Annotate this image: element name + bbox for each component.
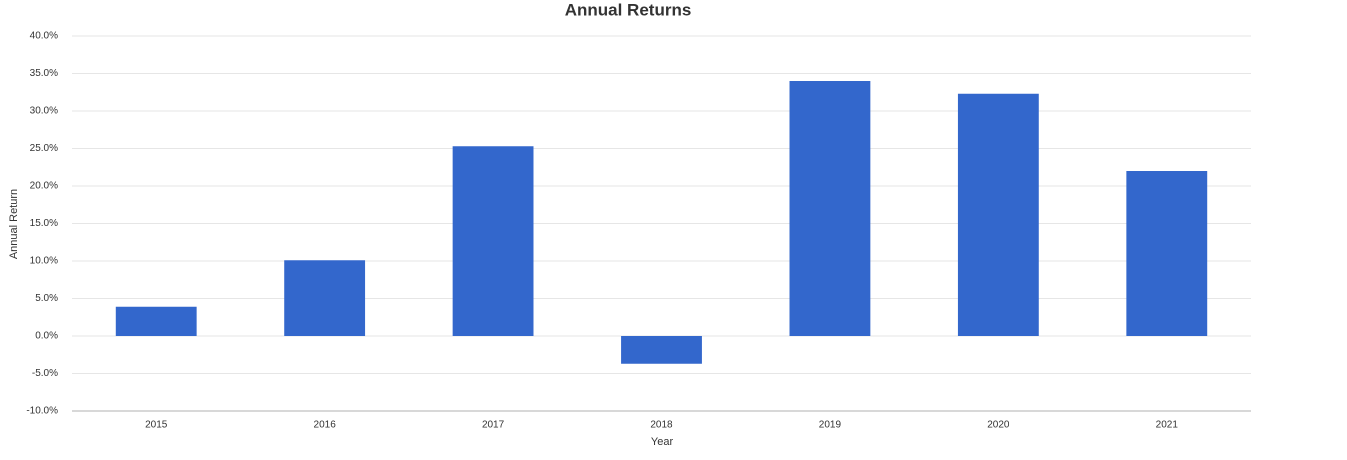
chart-title: Annual Returns: [565, 0, 692, 19]
y-tick-label: 40.0%: [30, 31, 58, 42]
bar: [789, 81, 871, 336]
bar: [621, 336, 702, 364]
bar: [284, 260, 366, 336]
x-tick-label: 2015: [145, 420, 168, 431]
x-tick-label: 2019: [819, 420, 842, 431]
y-tick-label: 0.0%: [35, 331, 58, 342]
y-tick-label: -5.0%: [32, 368, 58, 379]
y-tick-label: 35.0%: [30, 68, 58, 79]
y-tick-label: 30.0%: [30, 106, 58, 117]
bar: [957, 93, 1039, 336]
x-tick-label: 2020: [987, 420, 1010, 431]
bar: [115, 306, 197, 336]
y-tick-label: 10.0%: [30, 256, 58, 267]
y-axis-label: Annual Return: [8, 189, 20, 259]
y-tick-label: 20.0%: [30, 181, 58, 192]
x-tick-label: 2016: [314, 420, 337, 431]
y-tick-label: -10.0%: [26, 406, 58, 417]
bar: [452, 146, 534, 336]
x-tick-label: 2017: [482, 420, 505, 431]
x-tick-label: 2021: [1156, 420, 1179, 431]
y-tick-label: 15.0%: [30, 218, 58, 229]
bar: [1126, 171, 1208, 336]
y-tick-label: 5.0%: [35, 293, 58, 304]
y-tick-label: 25.0%: [30, 143, 58, 154]
x-axis-label: Year: [651, 436, 674, 448]
x-tick-label: 2018: [650, 420, 673, 431]
